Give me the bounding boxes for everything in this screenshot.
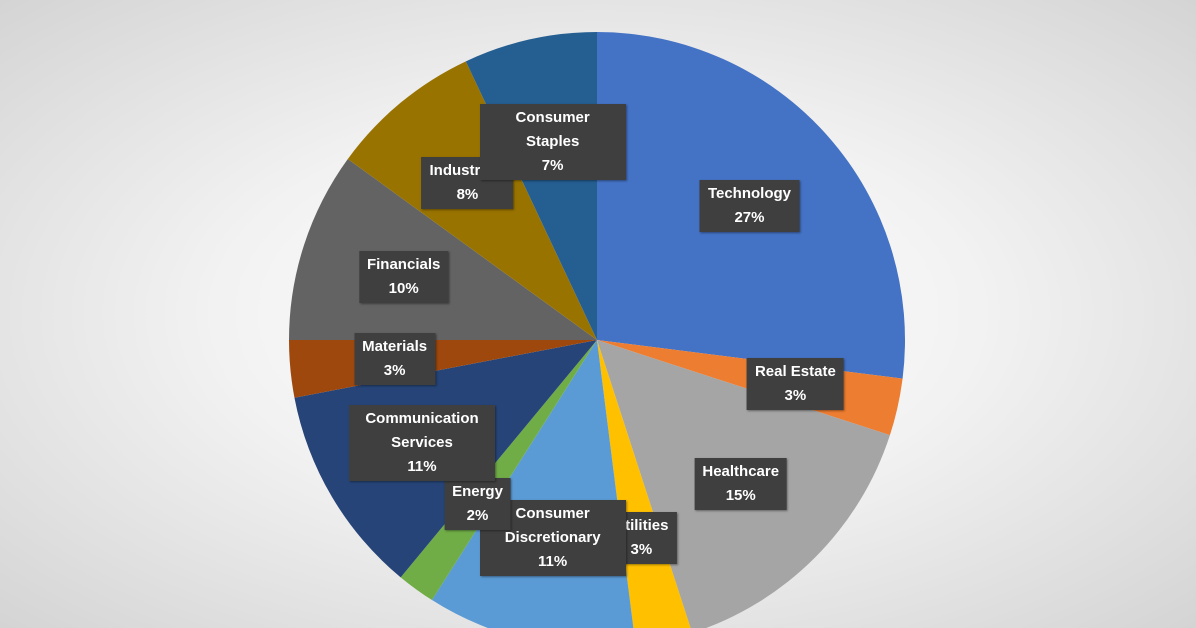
label-value: 8% [456,186,479,204]
label-value: 2% [466,507,489,525]
label-value: 7% [541,156,564,174]
label-name: Energy [452,483,503,501]
label-name: Technology [707,184,791,202]
data-label: Communication Services 11% [349,405,496,482]
label-value: 15% [725,486,756,504]
label-name: Materials [362,338,428,356]
label-value: 10% [388,280,419,298]
label-value: 27% [734,208,765,226]
data-label: Financials 10% [358,251,449,304]
label-value: 3% [383,362,406,380]
data-label: Energy 2% [444,478,511,531]
label-value: 11% [407,458,437,476]
data-label: Technology 27% [699,179,799,232]
label-name: Consumer Staples [515,108,590,150]
label-value: 11% [538,553,568,571]
label-name: Financials [366,256,441,274]
data-label: Consumer Discretionary 11% [479,500,626,577]
data-label: Real Estate 3% [746,358,844,411]
label-value: 3% [784,387,807,405]
label-name: Healthcare [702,462,780,480]
label-name: Communication Services [365,410,479,452]
data-label: Consumer Staples 7% [479,103,626,180]
label-value: 3% [630,541,653,559]
pie-slice [400,340,597,601]
label-name: Consumer Discretionary [504,505,601,547]
data-label: Healthcare 15% [694,457,788,510]
label-name: Utilities [614,517,669,535]
label-name: Real Estate [754,363,836,381]
data-label: Materials 3% [354,333,436,386]
